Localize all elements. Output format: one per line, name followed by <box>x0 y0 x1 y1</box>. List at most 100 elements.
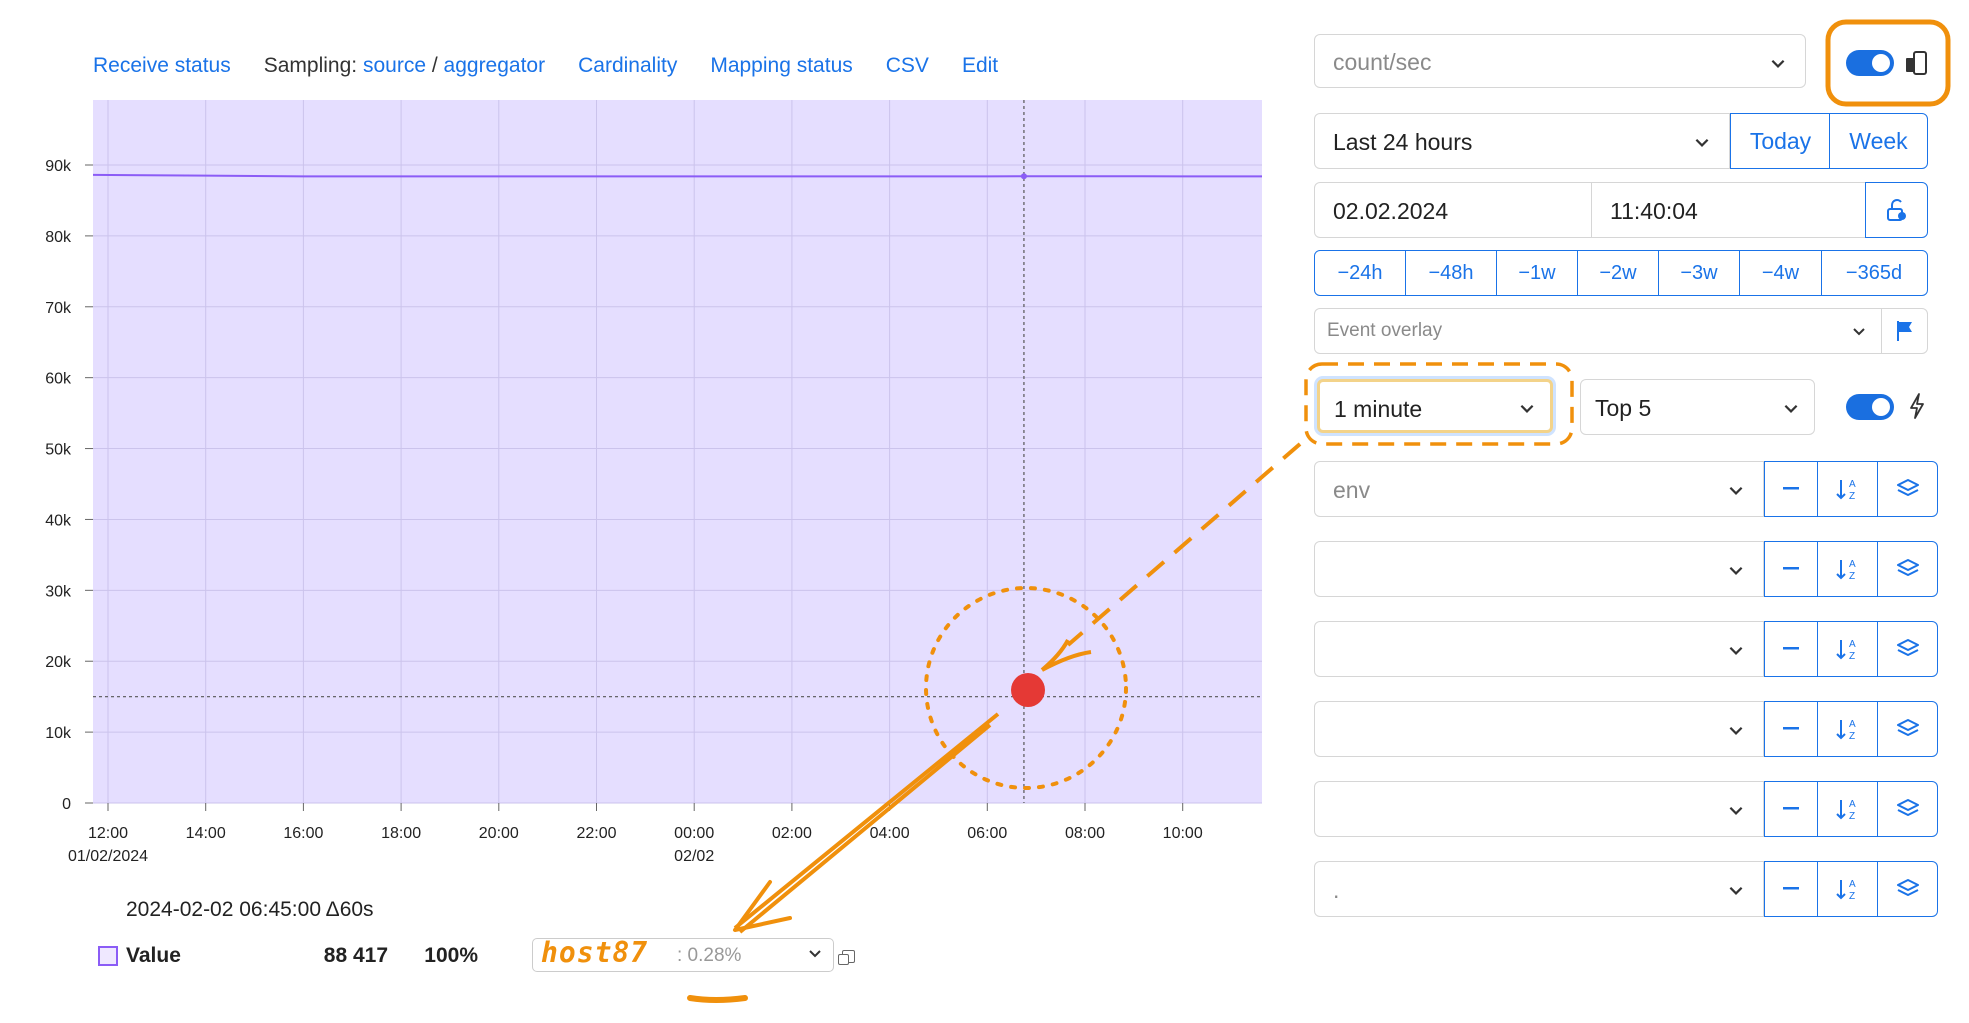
receive-status-link[interactable]: Receive status <box>93 54 231 77</box>
copy-icon[interactable] <box>838 950 855 965</box>
sampling-aggregator-link[interactable]: aggregator <box>443 54 546 77</box>
chevron-down-icon <box>1853 328 1865 336</box>
tag-negate-button[interactable] <box>1764 781 1818 837</box>
y-tick-label: 20k <box>45 654 72 671</box>
mapping-status-link[interactable]: Mapping status <box>710 54 853 77</box>
csv-link[interactable]: CSV <box>885 54 929 77</box>
tag-group-by-button[interactable] <box>1878 701 1938 757</box>
unlock-button[interactable] <box>1865 182 1928 238</box>
cursor-point <box>1020 173 1027 180</box>
chevron-down-icon <box>1771 59 1785 68</box>
minus-icon <box>1783 647 1799 650</box>
chevron-down-icon <box>809 950 821 958</box>
date-value: 02.02.2024 <box>1333 198 1449 224</box>
week-button[interactable]: Week <box>1829 113 1928 169</box>
chevron-down-icon <box>1784 404 1798 413</box>
annotation-underline <box>687 995 748 1003</box>
minus-icon <box>1783 567 1799 570</box>
y-tick-label: 10k <box>45 725 72 742</box>
x-tick-sublabel: 02/02 <box>674 848 714 865</box>
tag-group-by-button[interactable] <box>1878 861 1938 917</box>
y-tick-label: 50k <box>45 442 72 459</box>
device-icon[interactable] <box>1904 50 1930 78</box>
date-input[interactable]: 02.02.2024 <box>1314 182 1592 238</box>
x-tick-label: 12:00 <box>88 825 128 842</box>
shift-365d-button[interactable]: −365d <box>1845 261 1903 284</box>
y-tick-label: 60k <box>45 371 72 388</box>
tag-negate-button[interactable] <box>1764 701 1818 757</box>
chevron-down-icon <box>1729 486 1743 495</box>
shift-48h-button[interactable]: −48h <box>1406 251 1497 295</box>
legend-row: Value 88 417 100% <box>98 941 478 971</box>
x-tick-label: 04:00 <box>870 825 910 842</box>
max-host-select[interactable]: host87 : 0.28% <box>532 936 834 972</box>
series-color-swatch[interactable] <box>98 946 118 966</box>
tag-select[interactable] <box>1314 621 1764 677</box>
metric-chart[interactable]: 0 10k 20k 30k 40k 50k 60k 70k 80k 90k 12:00 01/02/2… <box>0 100 1280 880</box>
tag-group-by-button[interactable] <box>1878 621 1938 677</box>
tag-select[interactable] <box>1314 541 1764 597</box>
x-tick-label: 14:00 <box>186 825 226 842</box>
event-flag-button[interactable] <box>1881 308 1928 354</box>
unit-select[interactable]: count/sec <box>1314 34 1806 88</box>
minus-icon <box>1783 807 1799 810</box>
tag-group-by-button[interactable] <box>1878 781 1938 837</box>
layers-icon <box>1896 559 1919 576</box>
max-host-toggle[interactable] <box>1846 394 1894 420</box>
sort-a-glyph: A <box>1849 479 1856 490</box>
top-n-select[interactable]: Top 5 <box>1580 379 1815 435</box>
sort-z-glyph: Z <box>1849 891 1855 902</box>
tag-select[interactable] <box>1314 781 1764 837</box>
tag-negate-button[interactable] <box>1764 461 1818 517</box>
sort-az-icon: AZ <box>1835 799 1856 822</box>
y-tick-label: 30k <box>45 583 72 600</box>
tag-group-by-button[interactable] <box>1878 541 1938 597</box>
event-overlay-select[interactable]: Event overlay <box>1314 308 1882 354</box>
tag-group-by-button[interactable] <box>1878 461 1938 517</box>
legend-series-percent: 100% <box>424 944 478 967</box>
x-tick-label: 16:00 <box>283 825 323 842</box>
shift-2w-button[interactable]: −2w <box>1578 251 1659 295</box>
shift-24h-button[interactable]: −24h <box>1315 251 1406 295</box>
tag-select[interactable]: . <box>1314 861 1764 917</box>
y-tick-label: 90k <box>45 158 72 175</box>
y-tick-label: 80k <box>45 229 72 246</box>
tag-select-label: . <box>1333 877 1340 903</box>
chart-area-background <box>93 100 1262 803</box>
shift-4w-button[interactable]: −4w <box>1740 251 1822 295</box>
top-n-value: Top 5 <box>1595 395 1652 421</box>
tag-negate-button[interactable] <box>1764 541 1818 597</box>
time-range-select[interactable]: Last 24 hours <box>1314 113 1730 169</box>
layers-icon <box>1896 639 1919 656</box>
tag-negate-button[interactable] <box>1764 621 1818 677</box>
sampling-separator: / <box>431 54 438 77</box>
shift-1w-button[interactable]: −1w <box>1497 251 1578 295</box>
tag-select[interactable]: env <box>1314 461 1764 517</box>
chevron-down-icon <box>1729 726 1743 735</box>
tag-select[interactable] <box>1314 701 1764 757</box>
time-input[interactable]: 11:40:04 <box>1591 182 1866 238</box>
cardinality-link[interactable]: Cardinality <box>578 54 678 77</box>
minus-icon <box>1783 487 1799 490</box>
live-mode-toggle[interactable] <box>1846 50 1894 76</box>
sampling-source-link[interactable]: source <box>362 54 426 77</box>
event-overlay-placeholder: Event overlay <box>1327 320 1443 341</box>
resolution-select[interactable]: 1 minute <box>1317 379 1553 433</box>
lightning-icon[interactable] <box>1908 392 1926 420</box>
tag-negate-button[interactable] <box>1764 861 1818 917</box>
chevron-down-icon <box>1729 646 1743 655</box>
today-button[interactable]: Today <box>1730 113 1831 169</box>
sort-z-glyph: Z <box>1849 491 1855 502</box>
minus-icon <box>1783 887 1799 890</box>
shift-3w-button[interactable]: −3w <box>1659 251 1740 295</box>
edit-link[interactable]: Edit <box>961 54 999 77</box>
x-tick-label: 18:00 <box>381 825 421 842</box>
layers-icon <box>1896 799 1919 816</box>
sort-a-glyph: A <box>1849 879 1856 890</box>
